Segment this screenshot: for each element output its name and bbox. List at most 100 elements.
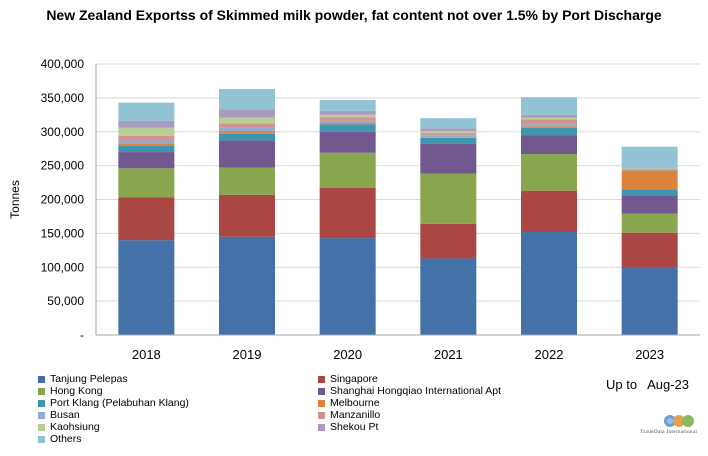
legend-item: Tanjung Pelepas [38, 373, 318, 385]
y-tick-label: 200,000 [41, 193, 85, 207]
period-value: Aug-23 [647, 377, 689, 392]
legend-item: Busan [38, 409, 318, 421]
bar-segment [118, 135, 175, 141]
tick-labels: - 50,000 100,000 150,000 200,000 250,000 300,0… [8, 57, 664, 362]
bar-segment [621, 169, 678, 170]
bar-segment [118, 197, 175, 241]
bar-segment [319, 99, 376, 111]
bar-segment [621, 267, 678, 335]
legend-item: Port Klang (Pelabuhan Klang) [38, 397, 318, 409]
legend-item: Others [38, 433, 318, 445]
bar-segment [219, 194, 275, 237]
bar-segment [118, 240, 175, 335]
legend-swatch [318, 411, 325, 419]
bar-segment [521, 114, 577, 118]
legend-label: Hong Kong [50, 385, 103, 397]
x-tick-label: 2023 [635, 347, 664, 362]
bar-segment [118, 168, 175, 198]
bar-segment [118, 145, 175, 153]
bar-segment [420, 173, 477, 224]
bar-segment [219, 140, 275, 168]
legend-swatch [38, 375, 45, 383]
bar-segment [118, 127, 175, 136]
x-tick-label: 2019 [233, 347, 262, 362]
legend-swatch [38, 435, 45, 443]
y-tick-label: 150,000 [41, 226, 85, 240]
legend-swatch [38, 399, 45, 407]
bar-segment [521, 124, 577, 127]
bar-segment [319, 120, 376, 123]
bar-segments [118, 89, 678, 335]
legend-item: Shanghai Hongqiao International Apt [318, 385, 598, 397]
bar-segment [521, 232, 577, 335]
bar-segment [420, 131, 477, 134]
bar-segment [219, 127, 275, 132]
bar-segment [420, 118, 477, 129]
legend-label: Manzanillo [330, 409, 381, 421]
legend-swatch [318, 423, 325, 431]
legend-item: Singapore [318, 373, 598, 385]
bar-segment [219, 89, 275, 110]
legend-swatch [318, 375, 325, 383]
bar-segment [521, 154, 577, 191]
bar-segment [118, 120, 175, 128]
bar-segment [319, 122, 376, 125]
bar-segment [219, 109, 275, 118]
legend-item: Hong Kong [38, 385, 318, 397]
legend-label: Others [50, 433, 82, 445]
y-tick-label: 350,000 [41, 91, 85, 105]
legend-label: Singapore [330, 373, 378, 385]
bar-segment [319, 110, 376, 115]
bar-segment [420, 258, 477, 335]
legend-item: Manzanillo [318, 409, 598, 421]
bar-segment [420, 137, 477, 138]
chart-title: New Zealand Exportss of Skimmed milk pow… [46, 7, 662, 23]
legend-swatch [38, 423, 45, 431]
bar-segment [521, 127, 577, 136]
y-tick-label: 300,000 [41, 125, 85, 139]
bar-segment [420, 135, 477, 138]
bar-segment [319, 131, 376, 153]
x-tick-label: 2021 [434, 347, 463, 362]
legend-item: Shekou Pt [318, 421, 598, 433]
bar-segment [521, 117, 577, 120]
bar-segment [521, 190, 577, 233]
bar-segment [118, 143, 175, 146]
y-tick-label: 250,000 [41, 159, 85, 173]
legend-label: Shekou Pt [330, 421, 379, 433]
bar-segment [521, 119, 577, 125]
bar-segment [621, 213, 678, 233]
y-axis-title: Tonnes [8, 180, 22, 219]
x-tick-label: 2020 [333, 347, 362, 362]
x-tick-label: 2022 [535, 347, 564, 362]
bar-segment [219, 236, 275, 335]
bar-segment [319, 187, 376, 239]
bar-segment [521, 126, 577, 128]
y-tick-label: 100,000 [41, 260, 85, 274]
bar-segment [420, 128, 477, 132]
globe-logo-icon [664, 415, 694, 427]
legend-swatch [38, 411, 45, 419]
bar-segment [219, 167, 275, 195]
bar-segment [118, 140, 175, 144]
period-note: Up to Aug-23 [606, 377, 689, 392]
x-tick-label: 2018 [132, 347, 161, 362]
bar-segment [420, 137, 477, 144]
bar-segment [621, 189, 678, 196]
bar-segment [420, 143, 477, 174]
legend-label: Tanjung Pelepas [50, 373, 128, 385]
tradedata-logo: TradeData International [640, 413, 706, 443]
legend-label: Busan [50, 409, 80, 421]
legend-label: Melbourne [330, 397, 380, 409]
stacked-bar-chart: - 50,000 100,000 150,000 200,000 250,000 300,0… [8, 57, 700, 362]
legend-swatch [318, 399, 325, 407]
bar-segment [319, 238, 376, 335]
bar-segment [621, 232, 678, 268]
bar-segment [118, 152, 175, 169]
bar-segment [219, 117, 275, 124]
legend-swatch [318, 387, 325, 395]
bar-segment [319, 124, 376, 132]
bar-segment [621, 169, 678, 171]
legend-item: Melbourne [318, 397, 598, 409]
legend-label: Kaohsiung [50, 421, 100, 433]
